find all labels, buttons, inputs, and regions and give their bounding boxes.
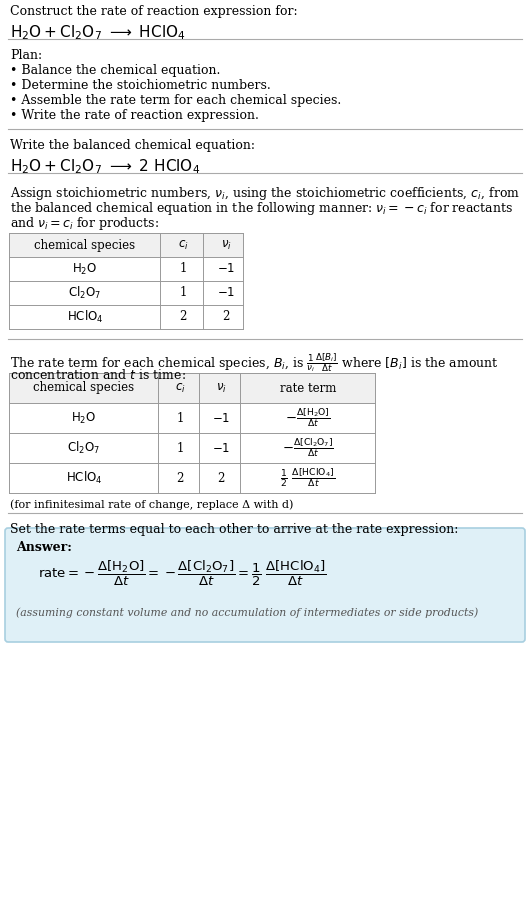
Text: $c_i$: $c_i$ [178, 238, 188, 251]
Text: $\mathrm{HClO_4}$: $\mathrm{HClO_4}$ [67, 309, 103, 325]
Text: 1: 1 [176, 411, 184, 424]
Bar [9, 373, 375, 403]
Text: (assuming constant volume and no accumulation of intermediates or side products): (assuming constant volume and no accumul… [16, 607, 478, 618]
Text: $\mathrm{H_2O}$: $\mathrm{H_2O}$ [72, 410, 96, 426]
Text: Write the balanced chemical equation:: Write the balanced chemical equation: [10, 139, 255, 152]
Text: • Write the rate of reaction expression.: • Write the rate of reaction expression. [10, 109, 259, 122]
Text: $-1$: $-1$ [212, 441, 230, 454]
Text: chemical species: chemical species [33, 381, 135, 395]
Text: $\mathrm{H_2O + Cl_2O_7\ \longrightarrow\ 2\ HClO_4}$: $\mathrm{H_2O + Cl_2O_7\ \longrightarrow… [10, 157, 200, 176]
Text: $\mathrm{HClO_4}$: $\mathrm{HClO_4}$ [66, 470, 102, 486]
Text: • Assemble the rate term for each chemical species.: • Assemble the rate term for each chemic… [10, 94, 341, 107]
Text: • Balance the chemical equation.: • Balance the chemical equation. [10, 64, 220, 77]
Text: The rate term for each chemical species, $B_i$, is $\frac{1}{\nu_i}\frac{\Delta[: The rate term for each chemical species,… [10, 351, 499, 374]
Text: $\mathrm{Cl_2O_7}$: $\mathrm{Cl_2O_7}$ [67, 440, 101, 456]
Text: $\mathrm{H_2O}$: $\mathrm{H_2O}$ [73, 261, 98, 277]
Text: Set the rate terms equal to each other to arrive at the rate expression:: Set the rate terms equal to each other t… [10, 523, 458, 536]
Text: (for infinitesimal rate of change, replace Δ with d): (for infinitesimal rate of change, repla… [10, 499, 294, 510]
Text: 2: 2 [217, 471, 225, 484]
Text: $-1$: $-1$ [217, 262, 235, 276]
Text: $\mathrm{Cl_2O_7}$: $\mathrm{Cl_2O_7}$ [68, 285, 102, 301]
Text: and $\nu_i = c_i$ for products:: and $\nu_i = c_i$ for products: [10, 215, 159, 232]
Text: $c_i$: $c_i$ [175, 381, 186, 395]
Text: 1: 1 [179, 287, 187, 299]
Text: 1: 1 [179, 262, 187, 276]
Text: 2: 2 [222, 310, 229, 323]
Text: $\mathrm{rate} = -\dfrac{\Delta[\mathrm{H_2O}]}{\Delta t} = -\dfrac{\Delta[\math: $\mathrm{rate} = -\dfrac{\Delta[\mathrm{… [38, 559, 326, 588]
Text: $\nu_i$: $\nu_i$ [216, 381, 226, 395]
Text: Plan:: Plan: [10, 49, 42, 62]
Text: $\mathrm{H_2O + Cl_2O_7\ \longrightarrow\ HClO_4}$: $\mathrm{H_2O + Cl_2O_7\ \longrightarrow… [10, 23, 185, 42]
Text: the balanced chemical equation in the following manner: $\nu_i = -c_i$ for react: the balanced chemical equation in the fo… [10, 200, 513, 217]
Text: 2: 2 [176, 471, 184, 484]
Text: Answer:: Answer: [16, 541, 72, 554]
Text: chemical species: chemical species [34, 238, 136, 251]
Text: 2: 2 [179, 310, 187, 323]
Text: • Determine the stoichiometric numbers.: • Determine the stoichiometric numbers. [10, 79, 271, 92]
Text: concentration and $t$ is time:: concentration and $t$ is time: [10, 368, 186, 382]
Text: $\frac{1}{2}\ \frac{\Delta[\mathrm{HClO_4}]}{\Delta t}$: $\frac{1}{2}\ \frac{\Delta[\mathrm{HClO_… [280, 467, 335, 490]
Text: $-1$: $-1$ [212, 411, 230, 424]
Text: $\nu_i$: $\nu_i$ [220, 238, 232, 251]
Text: Construct the rate of reaction expression for:: Construct the rate of reaction expressio… [10, 5, 298, 18]
Text: 1: 1 [176, 441, 184, 454]
Bar [9, 233, 243, 257]
FancyBboxPatch shape [5, 528, 525, 642]
Text: $-\frac{\Delta[\mathrm{Cl_2O_7}]}{\Delta t}$: $-\frac{\Delta[\mathrm{Cl_2O_7}]}{\Delta… [282, 437, 334, 460]
Text: Assign stoichiometric numbers, $\nu_i$, using the stoichiometric coefficients, $: Assign stoichiometric numbers, $\nu_i$, … [10, 185, 520, 202]
Text: $-\frac{\Delta[\mathrm{H_2O}]}{\Delta t}$: $-\frac{\Delta[\mathrm{H_2O}]}{\Delta t}… [285, 407, 331, 430]
Text: rate term: rate term [280, 381, 336, 395]
Text: $-1$: $-1$ [217, 287, 235, 299]
